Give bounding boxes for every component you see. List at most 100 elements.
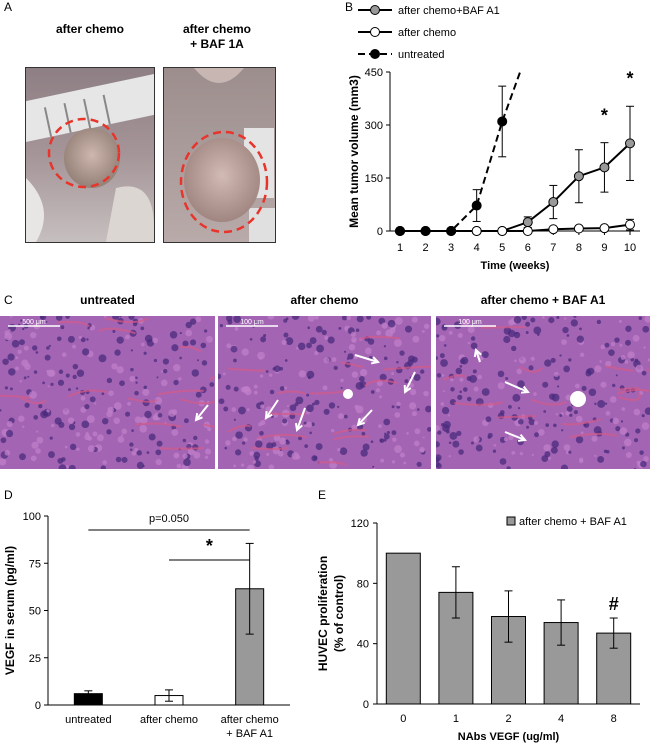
data-point	[446, 226, 457, 236]
y-tick-label: 300	[365, 120, 383, 132]
chart-d-vegf-serum: 0 25 50 75 100 VEGF in serum (pg/ml) untreated…	[3, 511, 290, 740]
histology-after-chemo: 100 μm	[218, 316, 431, 469]
he-stained-tissue-image: 100 μm	[218, 316, 431, 469]
x-axis-label: Time (weeks)	[481, 260, 550, 272]
data-point	[497, 116, 508, 127]
y-axis-label: HUVEC proliferation	[316, 556, 330, 671]
panel-c-label: C	[4, 293, 13, 307]
arrow	[357, 409, 373, 426]
x-tick-label: 7	[550, 242, 556, 254]
data-point	[497, 226, 508, 236]
legend-marker	[370, 49, 380, 59]
legend-swatch	[506, 516, 516, 526]
x-tick-label: 8	[576, 242, 582, 254]
category-label: 1	[453, 713, 459, 725]
arrow	[265, 399, 279, 419]
data-point	[522, 217, 533, 228]
panel-e-label: E	[318, 488, 327, 502]
he-stained-tissue-image: 500 μm	[0, 316, 215, 469]
y-tick-label: 50	[29, 606, 41, 618]
arrow	[404, 371, 416, 393]
scale-bar-label: 100 μm	[240, 319, 264, 326]
panel-a-label: A	[4, 0, 13, 14]
category-label: 8	[611, 713, 617, 725]
arrow-head	[370, 356, 380, 365]
photo-after-chemo-baf	[163, 67, 276, 243]
y-tick-label: 150	[365, 173, 383, 185]
photo-right-title-line2: + BAF 1A	[190, 37, 244, 51]
arrow-head	[194, 412, 203, 422]
bar	[385, 552, 421, 705]
chart-b-tumor-volume: 0 150 300 450 1 2 3 4 5 6 7 8 9 10 Time (weeks) Mean tu…	[347, 5, 640, 272]
y-tick-label: 80	[357, 578, 369, 590]
arrow	[475, 349, 481, 363]
category-label: after chemo	[140, 714, 198, 726]
mouse-photo-after-chemo	[26, 68, 154, 242]
arrow-head	[473, 348, 482, 358]
x-tick-label: 4	[474, 242, 480, 254]
x-tick-label: 5	[499, 242, 505, 254]
arrow	[296, 407, 306, 431]
legend-marker	[370, 5, 380, 15]
arrow	[504, 431, 526, 441]
y-tick-label: 0	[35, 700, 41, 712]
x-tick-label: 10	[624, 242, 636, 254]
series-line-0	[400, 142, 631, 232]
arrow-head	[356, 417, 365, 427]
y-tick-label: 450	[365, 67, 383, 79]
x-axis-label: NAbs VEGF (ug/ml)	[458, 731, 560, 743]
data-point	[625, 138, 635, 149]
arrow	[354, 354, 379, 363]
histology-title-untreated: untreated	[80, 293, 135, 307]
photo-right-title: after chemo + BAF 1A	[162, 22, 272, 52]
data-point	[471, 200, 482, 211]
scale-bar-label: 100 μm	[458, 319, 482, 326]
photo-after-chemo	[25, 67, 155, 243]
data-point	[548, 224, 559, 235]
legend-label: after chemo + BAF A1	[519, 516, 627, 528]
photo-right-title-line1: after chemo	[182, 22, 252, 36]
arrow	[195, 404, 209, 421]
y-tick-label: 0	[377, 226, 383, 238]
legend-label: after chemo+BAF A1	[398, 5, 500, 17]
panel-d-label: D	[4, 488, 13, 502]
legend-marker	[370, 27, 380, 37]
significance-marker: *	[206, 536, 213, 556]
arrow-head	[517, 433, 527, 442]
y-tick-label: 100	[23, 511, 41, 523]
histology-untreated: 500 μm	[0, 316, 215, 469]
significance-marker: #	[609, 594, 619, 614]
data-point	[599, 162, 610, 173]
arrow-head	[264, 410, 273, 420]
y-tick-label: 120	[351, 518, 369, 530]
mouse-photo-after-chemo-baf	[164, 68, 275, 242]
arrow	[504, 381, 529, 393]
data-point	[420, 226, 431, 236]
data-point	[573, 223, 584, 234]
y-axis-label: Mean tumor volume (mm3)	[347, 75, 361, 228]
x-tick-label: 9	[601, 242, 607, 254]
x-tick-label: 1	[397, 242, 403, 254]
photo-left-title: after chemo	[55, 22, 125, 36]
y-axis-label: (% of control)	[332, 575, 346, 652]
scale-bar-label: 500 μm	[22, 319, 46, 326]
dashed-circle	[179, 130, 269, 234]
category-label: 2	[505, 713, 511, 725]
category-label: + BAF A1	[226, 728, 273, 740]
arrow-head	[294, 422, 303, 432]
x-tick-label: 3	[448, 242, 454, 254]
data-point	[548, 197, 559, 208]
significance-marker: *	[601, 105, 608, 125]
data-point	[599, 223, 610, 234]
y-tick-label: 75	[29, 558, 41, 570]
data-point	[471, 226, 482, 236]
y-tick-label: 0	[363, 699, 369, 711]
x-tick-label: 6	[525, 242, 531, 254]
legend-label: untreated	[398, 49, 444, 61]
histology-title-after-chemo-baf: after chemo + BAF A1	[480, 293, 606, 307]
significance-marker: *	[626, 68, 633, 88]
panel-b-label: B	[345, 0, 354, 14]
data-point	[522, 226, 533, 236]
data-point	[625, 219, 635, 230]
